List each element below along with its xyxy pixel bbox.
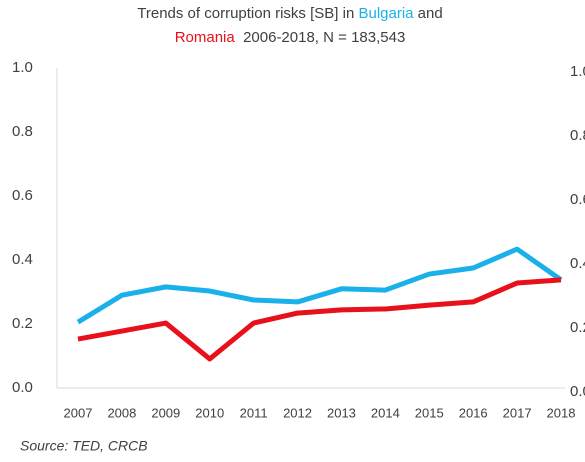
- y-tick-label: 0.6: [12, 187, 33, 204]
- y-tick-label: 0.4: [12, 251, 33, 268]
- title-part: and: [414, 5, 443, 22]
- source-note: Source: TED, CRCB: [20, 438, 148, 454]
- title-part: Romania: [175, 29, 236, 46]
- y-tick-label: 0.0: [12, 379, 33, 396]
- x-tick-label: 2011: [240, 405, 268, 420]
- x-tick-label: 2014: [371, 405, 400, 420]
- y2-tick-label: 0.6: [570, 191, 585, 208]
- x-tick-label: 2018: [547, 405, 576, 420]
- x-tick-label: 2016: [459, 405, 488, 420]
- x-tick-label: 2010: [195, 405, 224, 420]
- y-tick-label: 0.2: [12, 315, 33, 332]
- x-tick-label: 2012: [283, 405, 312, 420]
- chart-title: Romania 2006-2018, N = 183,543: [175, 29, 406, 46]
- y2-tick-label: 0.0: [570, 383, 585, 400]
- x-tick-label: 2017: [503, 405, 532, 420]
- y-tick-label: 0.8: [12, 123, 33, 140]
- x-tick-label: 2013: [327, 405, 356, 420]
- x-tick-label: 2015: [415, 405, 444, 420]
- y-tick-label: 1.0: [12, 59, 33, 76]
- series-line: [76, 246, 563, 325]
- x-tick-label: 2008: [107, 405, 136, 420]
- x-tick-label: 2007: [64, 405, 93, 420]
- title-part: 2006-2018, N = 183,543: [235, 29, 406, 46]
- title-part: Bulgaria: [358, 5, 414, 22]
- y2-tick-label: 0.8: [570, 127, 585, 144]
- x-tick-label: 2009: [151, 405, 180, 420]
- y2-tick-label: 0.2: [570, 319, 585, 336]
- chart-title: Trends of corruption risks [SB] in Bulga…: [137, 5, 442, 22]
- title-part: Trends of corruption risks [SB] in: [137, 5, 358, 22]
- y2-tick-label: 0.4: [570, 255, 585, 272]
- y2-tick-label: 1.0: [570, 63, 585, 80]
- series-line: [77, 277, 562, 362]
